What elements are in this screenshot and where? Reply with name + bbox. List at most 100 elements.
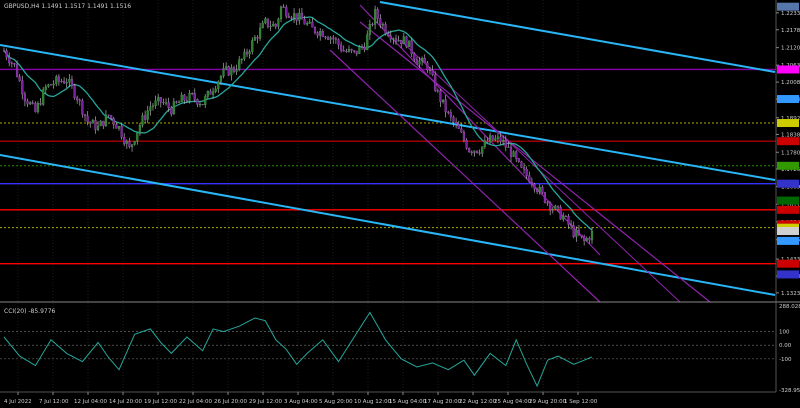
- channel-line-middle: [0, 44, 776, 181]
- candle-body: [329, 37, 332, 40]
- candle-body: [342, 50, 345, 52]
- candle-body: [481, 146, 484, 154]
- candle-body: [149, 106, 152, 111]
- candle-body: [572, 225, 575, 237]
- candle-body: [538, 187, 541, 192]
- candle-body: [347, 49, 351, 52]
- candle-body: [185, 100, 188, 102]
- candle-body: [83, 114, 87, 117]
- candle-body: [509, 146, 513, 157]
- candle-body: [31, 102, 34, 104]
- price-marker: [777, 2, 799, 11]
- candle-body: [379, 18, 382, 26]
- candle-body: [204, 96, 207, 106]
- price-marker: [777, 65, 799, 74]
- candle-body: [486, 140, 489, 143]
- candle-body: [583, 236, 586, 241]
- candle-body: [293, 13, 296, 19]
- candle-body: [217, 81, 220, 90]
- candle-body: [515, 151, 518, 159]
- candle-body: [76, 97, 79, 101]
- candle-body: [340, 44, 343, 51]
- candle-body: [225, 66, 228, 69]
- candle-body: [546, 202, 549, 204]
- candle-body: [141, 115, 144, 126]
- cci-label: CCI(20) -85.9776: [4, 308, 56, 315]
- candle-body: [183, 94, 186, 101]
- candle-body: [248, 51, 251, 55]
- time-tick-label: 17 Aug 20:00: [424, 399, 462, 405]
- time-tick-label: 22 Jul 04:00: [179, 399, 212, 405]
- candle-body: [455, 122, 458, 125]
- candle-body: [94, 120, 97, 130]
- candle-body: [261, 22, 264, 29]
- candle-body: [44, 86, 47, 90]
- candle-body: [29, 102, 32, 105]
- candle-body: [164, 102, 168, 104]
- candle-body: [316, 32, 319, 36]
- candle-body: [26, 100, 29, 105]
- candle-body: [394, 38, 398, 42]
- candle-body: [543, 192, 547, 203]
- candle-body: [178, 101, 181, 103]
- price-marker: [777, 270, 799, 279]
- candle-body: [55, 76, 58, 85]
- candle-body: [230, 67, 233, 76]
- candle-body: [13, 63, 16, 65]
- candle-body: [57, 76, 60, 82]
- time-tick-label: 29 Aug 20:00: [529, 399, 567, 405]
- candle-body: [457, 124, 460, 129]
- candle-body: [60, 80, 63, 83]
- candle-body: [272, 23, 275, 27]
- candle-body: [368, 23, 371, 35]
- time-tick-label: 1 Sep 12:00: [564, 399, 598, 405]
- candle-body: [219, 76, 222, 82]
- time-axis: 4 Jul 2022 7 Jul 12:00 12 Jul 04:00 14 Jul …: [4, 392, 598, 405]
- candle-body: [502, 140, 505, 142]
- candle-body: [389, 35, 392, 40]
- price-tick-label: 1.2233: [781, 11, 800, 17]
- candle-body: [311, 21, 314, 28]
- candle-body: [232, 67, 236, 72]
- candle-body: [483, 140, 486, 147]
- candle-body: [350, 49, 353, 51]
- candle-body: [436, 90, 439, 92]
- candle-body: [449, 112, 452, 118]
- candle-body: [238, 59, 241, 70]
- cci-tick-label: 288.0284: [779, 304, 800, 310]
- candle-body: [167, 102, 170, 109]
- price-tick-label: 1.1838: [781, 132, 800, 138]
- candle-body: [146, 110, 149, 120]
- candle-body: [251, 40, 254, 52]
- time-tick-label: 26 Jul 20:00: [214, 399, 247, 405]
- candle-body: [337, 39, 340, 46]
- candle-body: [321, 30, 324, 37]
- time-tick-label: 22 Aug 12:00: [459, 399, 497, 405]
- candle-body: [209, 90, 212, 95]
- price-tick-label: 1.1780: [781, 150, 800, 156]
- candle-body: [295, 13, 298, 21]
- candle-body: [462, 132, 466, 141]
- candle-body: [376, 9, 379, 19]
- candle-body: [240, 58, 243, 61]
- symbol-header: GBPUSD,H4 1.1491 1.1517 1.1491 1.1516: [4, 3, 131, 10]
- candle-body: [259, 27, 262, 39]
- candle-body: [507, 146, 510, 148]
- candle-body: [78, 99, 81, 101]
- candle-body: [408, 40, 411, 47]
- candle-body: [81, 100, 84, 115]
- candle-body: [551, 209, 554, 211]
- price-marker: [777, 179, 799, 188]
- candle-body: [198, 104, 202, 106]
- candle-body: [326, 37, 330, 40]
- candle-body: [133, 141, 136, 145]
- candle-body: [279, 6, 283, 20]
- candle-body: [107, 114, 110, 116]
- candle-body: [180, 94, 183, 103]
- price-marker: [777, 119, 799, 128]
- candle-body: [392, 38, 395, 40]
- candle-body: [410, 40, 413, 54]
- cci-tick-label: 0.00: [779, 343, 792, 349]
- moving-average: [3, 16, 593, 231]
- candle-body: [112, 118, 115, 125]
